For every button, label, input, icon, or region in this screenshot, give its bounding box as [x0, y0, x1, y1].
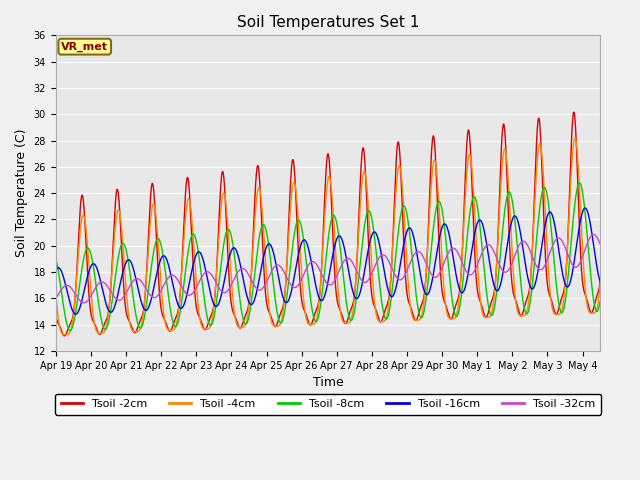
- Title: Soil Temperatures Set 1: Soil Temperatures Set 1: [237, 15, 419, 30]
- Legend: Tsoil -2cm, Tsoil -4cm, Tsoil -8cm, Tsoil -16cm, Tsoil -32cm: Tsoil -2cm, Tsoil -4cm, Tsoil -8cm, Tsoi…: [55, 394, 601, 415]
- Y-axis label: Soil Temperature (C): Soil Temperature (C): [15, 129, 28, 257]
- X-axis label: Time: Time: [312, 376, 343, 389]
- Text: VR_met: VR_met: [61, 42, 108, 52]
